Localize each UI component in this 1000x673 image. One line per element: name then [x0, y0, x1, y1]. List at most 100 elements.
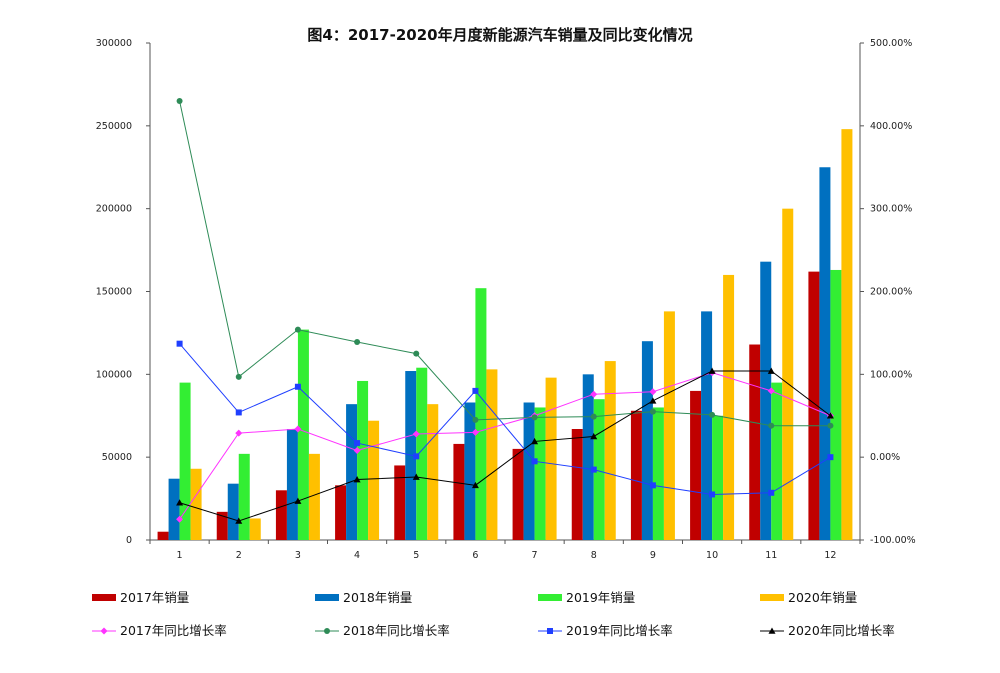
bar: [275, 490, 287, 540]
line-marker: [590, 466, 597, 473]
bar: [523, 402, 535, 540]
line-marker: [827, 454, 834, 461]
y2-tick-label: 300.00%: [870, 204, 912, 215]
line-marker: [649, 408, 656, 415]
legend-swatch: [92, 594, 116, 601]
line-marker: [354, 440, 361, 447]
line-marker: [767, 367, 775, 374]
x-tick-label: 1: [177, 550, 183, 561]
bar: [357, 380, 369, 540]
bar: [464, 402, 476, 540]
bar: [286, 429, 298, 540]
bar: [571, 429, 583, 540]
line-marker: [413, 453, 420, 460]
line-marker: [354, 339, 361, 346]
x-tick-label: 6: [472, 550, 478, 561]
bar: [841, 129, 853, 540]
x-tick-label: 2: [236, 550, 242, 561]
bar: [723, 274, 735, 540]
bar: [416, 367, 428, 540]
bar: [771, 382, 783, 540]
line-marker: [353, 476, 361, 483]
legend-label: 2020年同比增长率: [788, 623, 895, 638]
bar: [604, 361, 616, 540]
line-marker: [100, 627, 108, 635]
x-tick-label: 8: [591, 550, 597, 561]
bar: [663, 311, 675, 540]
x-tick-label: 11: [765, 550, 777, 561]
bar: [690, 390, 702, 540]
line-marker: [413, 350, 420, 357]
x-tick-label: 4: [354, 550, 360, 561]
line-marker: [472, 416, 479, 423]
x-tick-label: 10: [706, 550, 718, 561]
x-tick-label: 5: [413, 550, 419, 561]
line-marker: [471, 481, 479, 489]
bar: [249, 518, 261, 540]
bar: [760, 261, 772, 540]
x-tick-label: 12: [824, 550, 836, 561]
legend-label: 2018年销量: [343, 590, 412, 605]
line-marker: [176, 499, 184, 506]
series-line: [179, 370, 831, 522]
bar: [701, 311, 713, 540]
line-marker: [471, 428, 479, 436]
legend-label: 2019年销量: [566, 590, 635, 605]
legend-swatch: [315, 594, 339, 601]
bar: [335, 485, 347, 540]
bar: [168, 478, 180, 540]
line-marker: [547, 628, 553, 634]
y-tick-label: 0: [126, 535, 132, 546]
line-marker: [649, 388, 657, 396]
y-tick-label: 100000: [96, 369, 132, 380]
y-tick-label: 200000: [96, 204, 132, 215]
legend-label: 2017年销量: [120, 590, 189, 605]
y-tick-label: 300000: [96, 38, 132, 49]
y2-tick-label: 100.00%: [870, 369, 912, 380]
bar: [227, 483, 239, 540]
line-marker: [768, 627, 776, 634]
series-line: [179, 343, 831, 495]
line-marker: [324, 628, 330, 634]
line-marker: [767, 387, 775, 395]
y2-tick-label: -100.00%: [870, 535, 916, 546]
line-marker: [649, 397, 657, 404]
bar: [749, 344, 761, 540]
line-marker: [294, 497, 302, 504]
line-marker: [472, 387, 479, 394]
bar: [641, 341, 653, 540]
y2-tick-label: 500.00%: [870, 38, 912, 49]
bar: [545, 377, 557, 540]
x-tick-label: 7: [532, 550, 538, 561]
legend-label: 2019年同比增长率: [566, 623, 673, 638]
bar: [238, 453, 250, 540]
line-marker: [590, 413, 597, 420]
bar: [782, 208, 794, 540]
line-marker: [827, 422, 834, 429]
y2-tick-label: 400.00%: [870, 121, 912, 132]
bar: [179, 382, 191, 540]
line-marker: [768, 489, 775, 496]
bar: [582, 374, 594, 540]
legend-label: 2018年同比增长率: [343, 623, 450, 638]
y2-tick-label: 200.00%: [870, 287, 912, 298]
line-marker: [294, 383, 301, 390]
y-tick-label: 250000: [96, 121, 132, 132]
y2-tick-label: 0.00%: [870, 452, 900, 463]
bar-group: [157, 129, 853, 540]
bar: [216, 511, 228, 540]
line-marker: [531, 414, 538, 421]
bar: [534, 407, 546, 540]
line-marker: [590, 432, 598, 440]
line-marker: [412, 473, 420, 480]
line-marker: [235, 373, 242, 380]
x-tick-label: 3: [295, 550, 301, 561]
bar: [830, 269, 842, 540]
line-marker: [709, 411, 716, 418]
bar: [427, 404, 439, 540]
bar: [190, 468, 202, 540]
bar: [630, 410, 642, 540]
bar: [297, 329, 309, 540]
line-marker: [590, 390, 598, 398]
legend: 2017年销量 2018年销量 2019年销量 2020年销量 2017年同比增长率 20…: [92, 590, 895, 638]
